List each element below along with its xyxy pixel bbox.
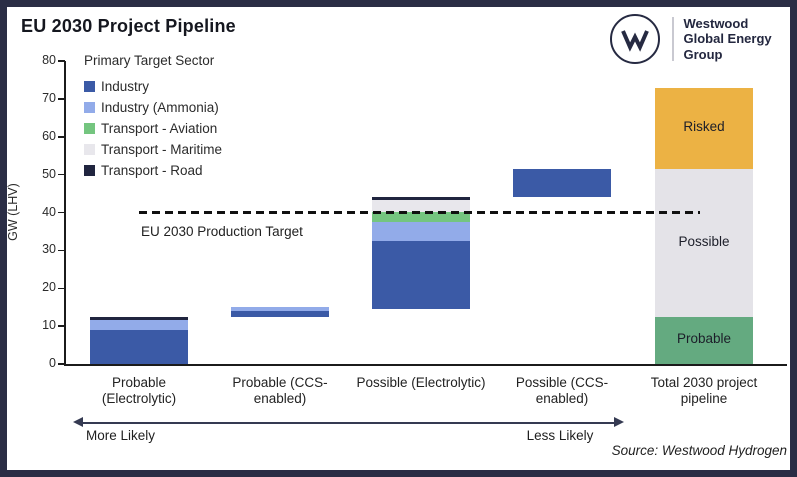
bar-segment bbox=[231, 310, 329, 317]
legend-item: Industry (Ammonia) bbox=[84, 97, 222, 118]
x-category-label: Probable (CCS-enabled) bbox=[205, 375, 355, 407]
y-axis-tick bbox=[58, 98, 65, 100]
y-tick-label: 10 bbox=[42, 318, 56, 333]
x-category-label-line: pipeline bbox=[680, 391, 728, 406]
bar-segment bbox=[372, 221, 470, 241]
legend-item: Transport - Road bbox=[84, 160, 222, 181]
x-category-label-line: Possible (CCS- bbox=[515, 375, 609, 390]
logo-wordmark: Westwood Global Energy Group bbox=[684, 16, 772, 63]
bar-segment bbox=[231, 307, 329, 311]
bar-segment bbox=[90, 329, 188, 364]
bar-segment-label: Probable bbox=[676, 331, 732, 347]
x-category-label-line: Total 2030 project bbox=[650, 375, 758, 390]
y-tick-label: 50 bbox=[42, 166, 56, 181]
legend-swatch-icon bbox=[84, 144, 95, 155]
y-axis-tick bbox=[58, 325, 65, 327]
source-note: Source: Westwood Hydrogen bbox=[611, 443, 787, 458]
legend-swatch-icon bbox=[84, 123, 95, 134]
bar-segment: Probable bbox=[655, 316, 753, 364]
chart-legend: Primary Target Sector Industry Industry (… bbox=[84, 53, 222, 181]
y-tick-label: 20 bbox=[42, 280, 56, 295]
x-category-label-line: enabled) bbox=[535, 391, 589, 406]
more-likely-label: More Likely bbox=[86, 428, 156, 443]
logo-line: Group bbox=[683, 46, 723, 62]
bar-segment bbox=[513, 168, 611, 198]
legend-swatch-icon bbox=[84, 102, 95, 113]
logo-line: Global Energy bbox=[683, 31, 772, 47]
legend-item: Industry bbox=[84, 76, 222, 97]
y-tick-label: 80 bbox=[42, 53, 56, 67]
legend-item: Transport - Maritime bbox=[84, 139, 222, 160]
bar-segment: Possible bbox=[655, 168, 753, 317]
target-line-label: EU 2030 Production Target bbox=[141, 224, 303, 239]
x-category-label: Total 2030 project pipeline bbox=[629, 375, 779, 407]
y-tick-label: 70 bbox=[42, 90, 56, 105]
x-category-label-line: (Electrolytic) bbox=[101, 391, 177, 406]
x-category-label-line: enabled) bbox=[253, 391, 307, 406]
y-axis-tick bbox=[58, 60, 65, 62]
bar-segment bbox=[372, 200, 470, 212]
westwood-logo: Westwood Global Energy Group bbox=[610, 14, 772, 64]
x-category-label-line: Probable (CCS- bbox=[232, 375, 328, 390]
bar-segment bbox=[372, 211, 470, 222]
legend-title: Primary Target Sector bbox=[84, 53, 215, 68]
less-likely-label: Less Likely bbox=[526, 428, 594, 443]
x-category-label: Possible (CCS-enabled) bbox=[487, 375, 637, 407]
logo-line: Westwood bbox=[683, 15, 749, 31]
legend-label: Industry bbox=[101, 79, 150, 94]
bar-segment bbox=[90, 316, 188, 321]
legend-label: Transport - Maritime bbox=[101, 142, 223, 157]
x-category-label-line: Possible (Electrolytic) bbox=[356, 375, 486, 390]
logo-divider bbox=[672, 17, 674, 61]
bar-segment-label: Possible bbox=[678, 233, 730, 249]
x-axis-line bbox=[64, 364, 787, 366]
legend-item: Transport - Aviation bbox=[84, 118, 222, 139]
y-tick-label: 40 bbox=[42, 204, 56, 219]
likelihood-arrow bbox=[80, 421, 616, 424]
bar-segment bbox=[372, 197, 470, 201]
y-axis-tick bbox=[58, 363, 65, 365]
y-tick-label: 0 bbox=[49, 356, 56, 370]
y-axis-tick bbox=[58, 173, 65, 176]
y-axis-tick bbox=[58, 249, 65, 252]
x-category-label: Probable (Electrolytic) bbox=[64, 375, 214, 407]
y-tick-label: 30 bbox=[42, 242, 56, 257]
legend-label: Transport - Road bbox=[101, 163, 203, 178]
y-axis-tick bbox=[58, 211, 65, 214]
legend-label: Transport - Aviation bbox=[101, 121, 218, 136]
bar-segment: Risked bbox=[655, 87, 753, 169]
legend-swatch-icon bbox=[84, 165, 95, 176]
arrow-left-icon bbox=[73, 417, 83, 427]
westwood-monogram-icon bbox=[610, 14, 660, 64]
y-tick-label: 60 bbox=[42, 128, 56, 143]
legend-label: Industry (Ammonia) bbox=[101, 100, 219, 115]
bar-segment-label: Risked bbox=[683, 119, 725, 135]
y-axis-tick bbox=[58, 287, 65, 289]
legend-swatch-icon bbox=[84, 81, 95, 92]
page-title: EU 2030 Project Pipeline bbox=[21, 16, 236, 36]
y-axis-tick bbox=[58, 136, 65, 138]
y-axis-title: GW (LHV) bbox=[6, 183, 20, 241]
x-category-label-line: Probable bbox=[111, 375, 167, 390]
bar-segment bbox=[90, 320, 188, 330]
x-category-label: Possible (Electrolytic) bbox=[346, 375, 496, 391]
target-line bbox=[139, 211, 700, 214]
bar-segment bbox=[372, 240, 470, 310]
y-axis-line bbox=[64, 61, 66, 366]
arrow-right-icon bbox=[614, 417, 624, 427]
